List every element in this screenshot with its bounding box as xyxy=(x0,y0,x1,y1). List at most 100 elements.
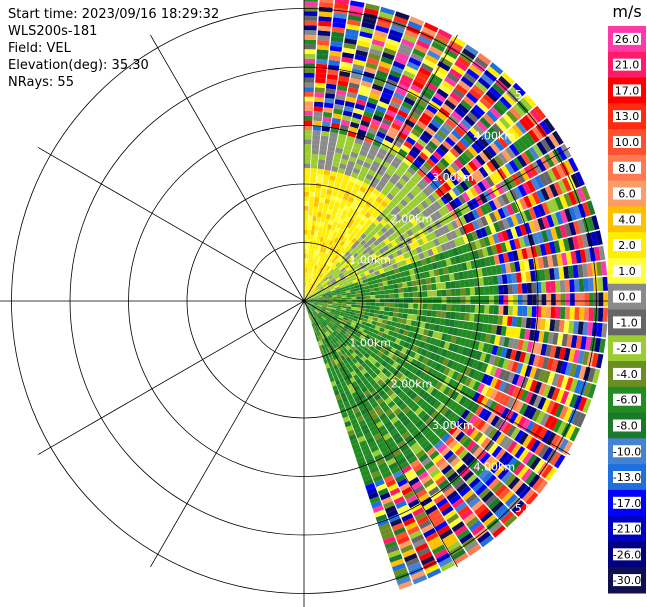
colorbar-tick-bg xyxy=(613,290,641,303)
ray-gate xyxy=(332,331,338,337)
colorbar-tick-bg xyxy=(613,239,641,252)
ray-gate xyxy=(376,457,386,466)
ray-gate xyxy=(351,147,361,154)
ray-gate xyxy=(371,253,377,259)
ray-gate xyxy=(424,564,440,575)
ray-gate xyxy=(459,215,467,226)
ray-gate xyxy=(522,451,534,465)
ray-gate xyxy=(477,507,491,520)
ray-gate xyxy=(408,242,416,250)
ray-gate xyxy=(331,307,337,310)
ray-gate xyxy=(501,205,511,218)
ray-gate xyxy=(331,117,341,124)
ray-gate xyxy=(432,69,446,80)
ray-gate xyxy=(420,89,433,100)
ray-gate xyxy=(564,307,571,320)
ray-gate xyxy=(598,292,604,307)
ray-gate xyxy=(318,325,322,330)
ray-gate xyxy=(523,94,537,108)
ray-gate xyxy=(405,421,415,431)
ray-gate xyxy=(341,381,347,388)
ray-gate xyxy=(397,131,408,140)
ray-gate xyxy=(323,333,328,338)
ray-gate xyxy=(410,570,426,581)
ray-gate xyxy=(337,373,343,379)
ray-gate xyxy=(361,215,369,223)
ray-gate xyxy=(469,313,475,322)
ray-gate xyxy=(363,337,370,343)
ray-gate xyxy=(354,233,361,240)
ray-gate xyxy=(422,303,428,310)
ray-gate xyxy=(417,238,425,246)
ray-gate xyxy=(482,343,490,353)
ray-gate xyxy=(433,114,445,125)
ray-gate xyxy=(329,356,334,362)
ray-gate xyxy=(322,178,329,185)
ray-gate xyxy=(354,163,363,170)
ray-gate xyxy=(395,500,407,510)
ray-gate xyxy=(360,368,368,375)
ray-gate xyxy=(389,176,398,185)
ray-gate xyxy=(536,231,545,244)
ray-gate xyxy=(372,279,378,285)
ray-gate xyxy=(388,284,394,290)
ray-gate xyxy=(340,329,346,335)
ray-gate xyxy=(507,284,513,295)
ray-gate xyxy=(382,315,389,320)
ray-gate xyxy=(311,279,315,284)
ray-gate xyxy=(413,291,418,298)
ray-gate xyxy=(431,423,441,433)
ray-gate xyxy=(328,262,334,268)
ray-gate xyxy=(404,397,413,406)
ray-gate xyxy=(390,160,400,169)
ray-gate xyxy=(542,331,550,344)
ray-gate xyxy=(367,331,373,337)
ray-gate xyxy=(397,440,407,449)
ray-gate xyxy=(554,319,560,332)
ray-gate xyxy=(429,397,438,407)
ray-gate xyxy=(438,365,447,374)
ray-gate xyxy=(378,126,388,135)
ray-gate xyxy=(476,120,488,132)
ray-gate xyxy=(308,297,313,300)
ray-gate xyxy=(493,285,499,295)
ray-gate xyxy=(413,484,425,495)
ray-gate xyxy=(306,244,310,249)
ray-gate xyxy=(502,315,508,326)
ray-gate xyxy=(396,456,407,466)
ray-gate xyxy=(550,451,562,466)
ray-gate xyxy=(354,240,360,247)
ray-gate xyxy=(317,305,322,308)
ray-gate xyxy=(332,161,340,168)
ray-gate xyxy=(462,202,472,213)
ray-gate xyxy=(468,477,481,489)
ray-gate xyxy=(326,290,331,293)
ray-gate xyxy=(563,193,573,207)
ray-gate xyxy=(476,419,486,431)
ray-gate xyxy=(304,201,309,206)
ray-gate xyxy=(474,405,484,417)
ray-gate xyxy=(469,186,479,197)
ray-gate xyxy=(353,315,359,320)
ray-gate xyxy=(304,139,312,145)
ray-gate xyxy=(309,258,313,264)
ray-gate xyxy=(343,283,349,287)
ray-gate xyxy=(392,263,398,270)
ray-gate xyxy=(403,96,416,106)
ray-gate xyxy=(304,215,308,221)
ray-gate xyxy=(471,209,480,220)
ray-gate xyxy=(493,155,505,167)
ray-gate xyxy=(363,229,370,236)
ray-gate xyxy=(305,267,308,273)
ray-gate xyxy=(547,255,554,268)
ray-gate xyxy=(458,271,465,280)
ray-gate xyxy=(323,301,328,303)
ray-gate xyxy=(446,304,452,312)
ray-gate xyxy=(415,273,421,280)
colorbar-tick-bg xyxy=(613,161,641,174)
ray-gate xyxy=(407,308,413,315)
ray-gate xyxy=(385,204,393,212)
ray-gate xyxy=(447,471,459,483)
ray-gate xyxy=(416,98,428,108)
ray-gate xyxy=(319,272,324,278)
